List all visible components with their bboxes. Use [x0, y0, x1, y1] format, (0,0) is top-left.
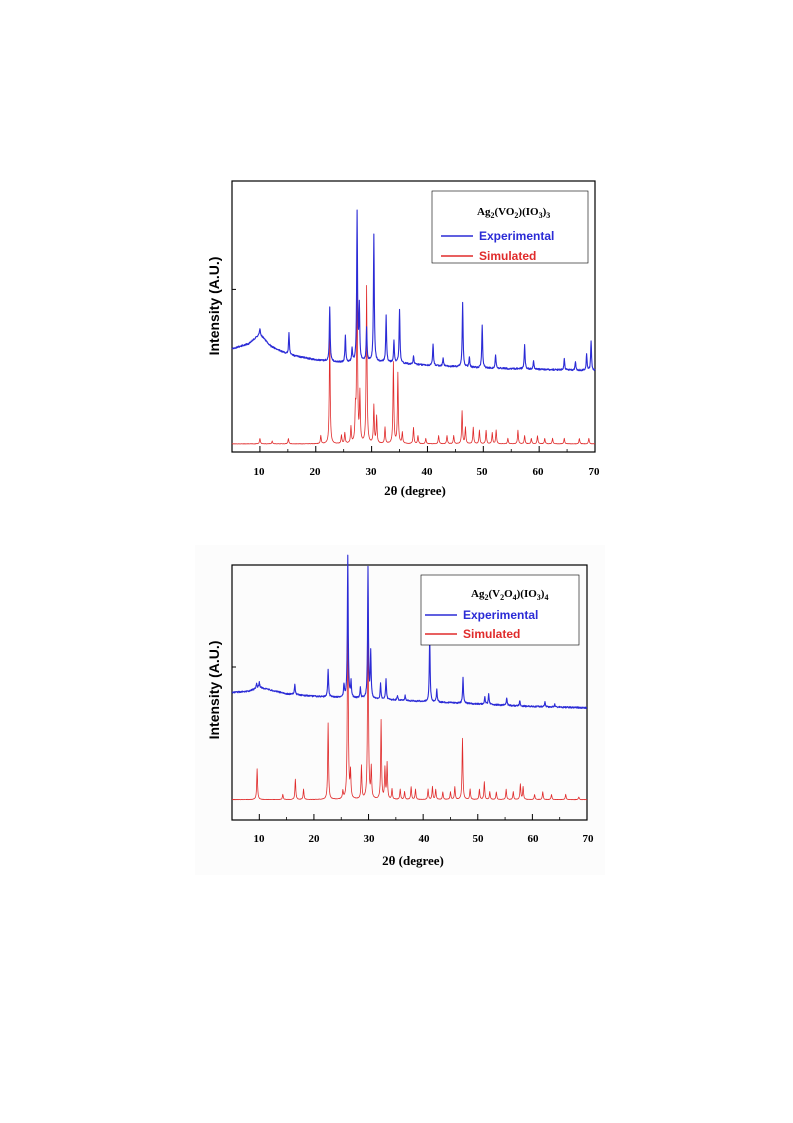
x-tick-label: 60: [533, 466, 545, 478]
legend-label-simulated: Simulated: [479, 249, 536, 263]
y-axis-label: Intensity (A.U.): [206, 257, 222, 356]
x-tick-label: 40: [419, 833, 431, 845]
y-axis-label: Intensity (A.U.): [206, 641, 222, 740]
xrd-chart-bottom: Intensity (A.U.) 2θ (degree) 10 20 30 40…: [206, 554, 595, 868]
legend-label-simulated: Simulated: [463, 627, 520, 641]
xrd-panel-bottom: Intensity (A.U.) 2θ (degree) 10 20 30 40…: [195, 545, 605, 875]
x-tick-label: 70: [583, 833, 595, 845]
legend: Ag2(V2O4)(IO3)4 Experimental Simulated: [420, 574, 580, 646]
series-line-simulated: [231, 260, 596, 445]
legend-label-experimental: Experimental: [479, 229, 554, 243]
series-line-simulated: [231, 581, 588, 801]
xrd-panel-top: Intensity (A.U.) 2θ (degree) 10 20 30 40…: [195, 160, 605, 510]
x-tick-label: 20: [309, 833, 321, 845]
x-tick-label: 50: [473, 833, 485, 845]
x-tick-labels: 10 20 30 40 50 60 70: [254, 833, 595, 845]
x-axis-label: 2θ (degree): [384, 483, 446, 498]
legend: Ag2(VO2)(IO3)3 Experimental Simulated: [431, 190, 589, 264]
plot-frame: [231, 180, 596, 453]
x-tick-labels: 10 20 30 40 50 60 70: [254, 466, 601, 478]
x-tick-label: 30: [366, 466, 378, 478]
legend-label-experimental: Experimental: [463, 608, 538, 622]
series-line-experimental: [231, 554, 588, 710]
x-tick-label: 30: [364, 833, 376, 845]
legend-box: [431, 190, 589, 264]
x-tick-label: 50: [477, 466, 489, 478]
x-tick-label: 60: [528, 833, 540, 845]
x-tick-label: 10: [254, 833, 266, 845]
x-axis-label: 2θ (degree): [382, 853, 444, 868]
series-line-experimental: [231, 209, 596, 372]
x-tick-label: 70: [589, 466, 601, 478]
legend-compound-formula: Ag2(V2O4)(IO3)4: [471, 588, 548, 602]
x-tick-label: 40: [422, 466, 434, 478]
legend-compound-formula: Ag2(VO2)(IO3)3: [477, 206, 550, 220]
x-tick-label: 10: [254, 466, 266, 478]
x-tick-label: 20: [310, 466, 322, 478]
xrd-chart-top: Intensity (A.U.) 2θ (degree) 10 20 30 40…: [206, 180, 601, 498]
